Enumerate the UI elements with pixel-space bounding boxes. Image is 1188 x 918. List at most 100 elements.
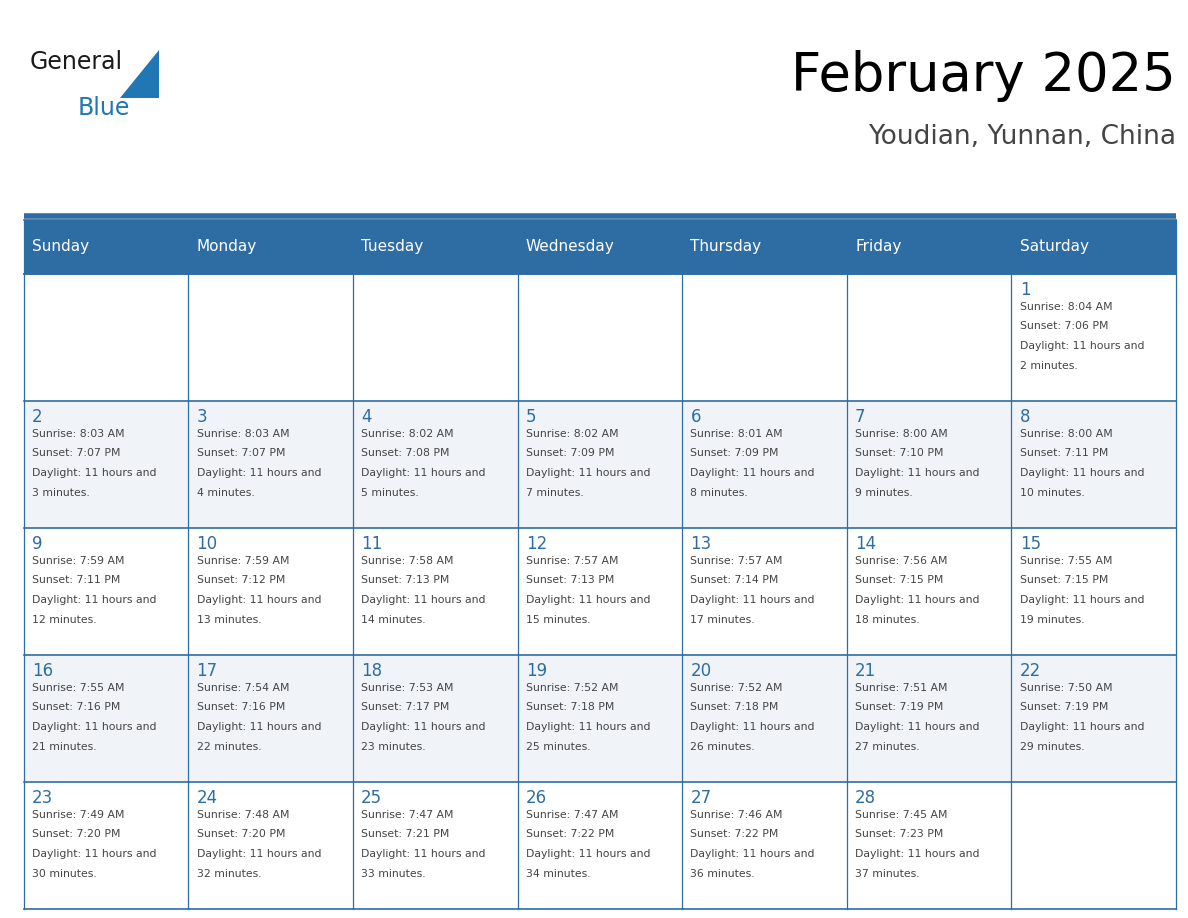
- Text: Daylight: 11 hours and: Daylight: 11 hours and: [526, 468, 650, 478]
- Text: Sunrise: 8:01 AM: Sunrise: 8:01 AM: [690, 429, 783, 439]
- Text: February 2025: February 2025: [791, 50, 1176, 103]
- Bar: [353, 274, 518, 400]
- Bar: [189, 400, 353, 528]
- Text: Sunrise: 7:59 AM: Sunrise: 7:59 AM: [32, 555, 125, 565]
- Text: Monday: Monday: [196, 240, 257, 254]
- Text: 5 minutes.: 5 minutes.: [361, 487, 419, 498]
- Text: Sunrise: 7:53 AM: Sunrise: 7:53 AM: [361, 683, 454, 693]
- Bar: [1011, 400, 1176, 528]
- Text: 2 minutes.: 2 minutes.: [1019, 361, 1078, 371]
- Text: Sunrise: 7:46 AM: Sunrise: 7:46 AM: [690, 810, 783, 820]
- Text: Daylight: 11 hours and: Daylight: 11 hours and: [361, 722, 486, 732]
- Text: Sunrise: 7:45 AM: Sunrise: 7:45 AM: [855, 810, 948, 820]
- Text: Sunrise: 7:57 AM: Sunrise: 7:57 AM: [526, 555, 619, 565]
- Text: 4 minutes.: 4 minutes.: [196, 487, 254, 498]
- Text: Daylight: 11 hours and: Daylight: 11 hours and: [855, 849, 980, 859]
- Text: 4: 4: [361, 409, 372, 426]
- Text: Sunset: 7:21 PM: Sunset: 7:21 PM: [361, 830, 449, 839]
- Text: Sunset: 7:11 PM: Sunset: 7:11 PM: [1019, 448, 1108, 458]
- Bar: [1011, 220, 1176, 274]
- Bar: [847, 782, 1011, 909]
- Text: 8: 8: [1019, 409, 1030, 426]
- Text: Sunrise: 7:58 AM: Sunrise: 7:58 AM: [361, 555, 454, 565]
- Bar: [353, 782, 518, 909]
- Text: Daylight: 11 hours and: Daylight: 11 hours and: [196, 595, 321, 605]
- Text: Sunset: 7:13 PM: Sunset: 7:13 PM: [361, 576, 449, 586]
- Bar: [353, 400, 518, 528]
- Text: Sunrise: 7:59 AM: Sunrise: 7:59 AM: [196, 555, 289, 565]
- Text: 7: 7: [855, 409, 866, 426]
- Bar: [682, 655, 847, 782]
- Bar: [1011, 782, 1176, 909]
- Text: Sunrise: 8:02 AM: Sunrise: 8:02 AM: [526, 429, 619, 439]
- Text: Sunday: Sunday: [32, 240, 89, 254]
- Text: General: General: [30, 50, 122, 74]
- Text: 34 minutes.: 34 minutes.: [526, 868, 590, 879]
- Text: Sunrise: 8:00 AM: Sunrise: 8:00 AM: [1019, 429, 1112, 439]
- Text: 15 minutes.: 15 minutes.: [526, 615, 590, 624]
- Text: Sunset: 7:07 PM: Sunset: 7:07 PM: [32, 448, 120, 458]
- Text: Sunset: 7:08 PM: Sunset: 7:08 PM: [361, 448, 450, 458]
- Bar: [353, 655, 518, 782]
- Text: 2: 2: [32, 409, 43, 426]
- Text: Sunset: 7:22 PM: Sunset: 7:22 PM: [526, 830, 614, 839]
- Text: 36 minutes.: 36 minutes.: [690, 868, 756, 879]
- Text: Sunset: 7:09 PM: Sunset: 7:09 PM: [526, 448, 614, 458]
- Text: 26 minutes.: 26 minutes.: [690, 742, 756, 752]
- Text: 26: 26: [526, 789, 546, 808]
- Text: 11: 11: [361, 535, 383, 554]
- Bar: [847, 528, 1011, 655]
- Bar: [1011, 528, 1176, 655]
- Text: 32 minutes.: 32 minutes.: [196, 868, 261, 879]
- Text: Daylight: 11 hours and: Daylight: 11 hours and: [690, 468, 815, 478]
- Text: Sunset: 7:16 PM: Sunset: 7:16 PM: [32, 702, 120, 712]
- Text: Sunrise: 8:00 AM: Sunrise: 8:00 AM: [855, 429, 948, 439]
- Text: 13: 13: [690, 535, 712, 554]
- Text: 7 minutes.: 7 minutes.: [526, 487, 583, 498]
- Text: 10: 10: [196, 535, 217, 554]
- Text: 18 minutes.: 18 minutes.: [855, 615, 920, 624]
- Text: 21 minutes.: 21 minutes.: [32, 742, 96, 752]
- Bar: [518, 400, 682, 528]
- Text: 12: 12: [526, 535, 548, 554]
- Bar: [1011, 655, 1176, 782]
- Text: Daylight: 11 hours and: Daylight: 11 hours and: [361, 468, 486, 478]
- Bar: [24, 274, 189, 400]
- Text: Sunset: 7:20 PM: Sunset: 7:20 PM: [32, 830, 120, 839]
- Text: Daylight: 11 hours and: Daylight: 11 hours and: [526, 595, 650, 605]
- Bar: [189, 274, 353, 400]
- Text: 27 minutes.: 27 minutes.: [855, 742, 920, 752]
- Bar: [682, 274, 847, 400]
- Bar: [682, 220, 847, 274]
- Text: Sunset: 7:20 PM: Sunset: 7:20 PM: [196, 830, 285, 839]
- Text: 6: 6: [690, 409, 701, 426]
- Text: Sunrise: 8:03 AM: Sunrise: 8:03 AM: [32, 429, 125, 439]
- Text: Daylight: 11 hours and: Daylight: 11 hours and: [196, 722, 321, 732]
- Bar: [847, 274, 1011, 400]
- Text: Sunrise: 7:48 AM: Sunrise: 7:48 AM: [196, 810, 289, 820]
- Text: Sunset: 7:18 PM: Sunset: 7:18 PM: [526, 702, 614, 712]
- Text: 1: 1: [1019, 281, 1030, 299]
- Bar: [847, 655, 1011, 782]
- Text: Sunrise: 7:50 AM: Sunrise: 7:50 AM: [1019, 683, 1112, 693]
- Bar: [189, 655, 353, 782]
- Text: 19: 19: [526, 663, 546, 680]
- Text: 10 minutes.: 10 minutes.: [1019, 487, 1085, 498]
- Text: Daylight: 11 hours and: Daylight: 11 hours and: [32, 595, 157, 605]
- Text: Daylight: 11 hours and: Daylight: 11 hours and: [1019, 341, 1144, 351]
- Bar: [518, 274, 682, 400]
- Bar: [353, 220, 518, 274]
- Polygon shape: [120, 50, 159, 98]
- Text: 23: 23: [32, 789, 53, 808]
- Text: Sunrise: 8:02 AM: Sunrise: 8:02 AM: [361, 429, 454, 439]
- Text: Saturday: Saturday: [1019, 240, 1088, 254]
- Text: Sunrise: 7:55 AM: Sunrise: 7:55 AM: [32, 683, 125, 693]
- Text: Sunset: 7:19 PM: Sunset: 7:19 PM: [1019, 702, 1108, 712]
- Text: Sunset: 7:12 PM: Sunset: 7:12 PM: [196, 576, 285, 586]
- Text: Daylight: 11 hours and: Daylight: 11 hours and: [32, 722, 157, 732]
- Text: Sunset: 7:18 PM: Sunset: 7:18 PM: [690, 702, 779, 712]
- Bar: [24, 655, 189, 782]
- Text: 14 minutes.: 14 minutes.: [361, 615, 425, 624]
- Text: Sunrise: 7:54 AM: Sunrise: 7:54 AM: [196, 683, 289, 693]
- Text: Sunrise: 7:47 AM: Sunrise: 7:47 AM: [526, 810, 619, 820]
